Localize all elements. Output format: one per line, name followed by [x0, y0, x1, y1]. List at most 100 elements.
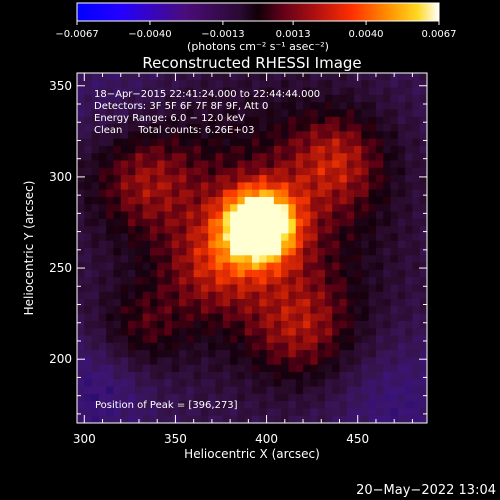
- heatmap-cell: [412, 233, 421, 242]
- heatmap-cell: [412, 73, 421, 81]
- heatmap-cell: [339, 218, 348, 227]
- heatmap-cell: [244, 364, 253, 373]
- heatmap-cell: [419, 218, 427, 227]
- heatmap-cell: [222, 218, 231, 227]
- heatmap-cell: [281, 182, 290, 191]
- heatmap-cell: [84, 226, 93, 235]
- heatmap-cell: [208, 196, 217, 205]
- heatmap-cell: [193, 386, 202, 395]
- heatmap-cell: [106, 357, 115, 366]
- heatmap-cell: [332, 313, 341, 322]
- heatmap-cell: [164, 350, 173, 358]
- heatmap-cell: [222, 269, 231, 278]
- heatmap-cell: [149, 94, 158, 103]
- heatmap-cell: [200, 306, 209, 315]
- heatmap-cell: [164, 87, 173, 96]
- heatmap-cell: [281, 269, 290, 278]
- heatmap-cell: [281, 328, 290, 337]
- heatmap-cell: [186, 196, 195, 205]
- heatmap-cell: [230, 401, 239, 410]
- heatmap-cell: [390, 357, 399, 366]
- heatmap-cell: [200, 218, 209, 227]
- heatmap-cell: [84, 350, 93, 358]
- heatmap-cell: [324, 109, 333, 118]
- heatmap-cell: [412, 386, 421, 395]
- heatmap-cell: [339, 379, 348, 388]
- heatmap-cell: [383, 306, 392, 315]
- heatmap-cell: [113, 291, 122, 300]
- heatmap-cell: [149, 393, 158, 402]
- heatmap-cell: [91, 80, 100, 89]
- heatmap-cell: [120, 80, 129, 89]
- heatmap-cell: [91, 364, 100, 373]
- heatmap-cell: [215, 87, 224, 96]
- heatmap-cell: [142, 357, 151, 366]
- heatmap-cell: [288, 218, 297, 227]
- heatmap-cell: [149, 211, 158, 220]
- heatmap-cell: [149, 262, 158, 271]
- heatmap-cell: [128, 153, 136, 162]
- heatmap-cell: [77, 269, 85, 278]
- heatmap-cell: [215, 277, 224, 286]
- heatmap-cell: [84, 160, 93, 169]
- heatmap-cell: [397, 248, 406, 256]
- heatmap-cell: [332, 364, 341, 373]
- heatmap-cell: [368, 401, 377, 410]
- heatmap-cell: [266, 371, 275, 380]
- heatmap-cell: [295, 284, 304, 293]
- heatmap-cell: [142, 87, 151, 96]
- heatmap-cell: [200, 415, 209, 423]
- heatmap-cell: [354, 248, 362, 256]
- heatmap-cell: [419, 415, 427, 423]
- heatmap-cell: [375, 160, 384, 169]
- heatmap-cell: [215, 116, 224, 125]
- heatmap-cell: [390, 262, 399, 271]
- heatmap-cell: [208, 138, 217, 147]
- heatmap-cell: [324, 269, 333, 278]
- heatmap-cell: [383, 277, 392, 286]
- heatmap-cell: [186, 371, 195, 380]
- heatmap-cell: [390, 153, 399, 162]
- heatmap-cell: [339, 306, 348, 315]
- heatmap-cell: [149, 167, 158, 176]
- heatmap-cell: [77, 335, 85, 344]
- heatmap-cell: [412, 350, 421, 358]
- heatmap-cell: [120, 401, 129, 410]
- heatmap-cell: [157, 364, 166, 373]
- heatmap-cell: [273, 196, 282, 205]
- heatmap-cell: [346, 248, 355, 256]
- heatmap-cell: [149, 255, 158, 264]
- heatmap-cell: [142, 109, 151, 118]
- heatmap-cell: [354, 393, 362, 402]
- heatmap-cell: [419, 350, 427, 358]
- heatmap-cell: [128, 401, 136, 410]
- heatmap-cell: [361, 299, 370, 307]
- heatmap-cell: [106, 262, 115, 271]
- heatmap-cell: [252, 401, 260, 410]
- heatmap-cell: [281, 393, 290, 402]
- heatmap-cell: [106, 124, 115, 132]
- heatmap-cell: [193, 124, 202, 132]
- heatmap-cell: [106, 175, 115, 183]
- heatmap-cell: [77, 211, 85, 220]
- heatmap-cell: [390, 255, 399, 264]
- heatmap-cell: [354, 138, 362, 147]
- x-axis-ticks: 300 350 400 450: [73, 73, 413, 446]
- heatmap-cell: [128, 109, 136, 118]
- heatmap-cell: [222, 328, 231, 337]
- heatmap-cell: [266, 262, 275, 271]
- heatmap-cell: [332, 87, 341, 96]
- heatmap-cell: [128, 218, 136, 227]
- heatmap-cell: [215, 401, 224, 410]
- heatmap-cell: [397, 182, 406, 191]
- heatmap-cell: [332, 357, 341, 366]
- heatmap-cell: [346, 379, 355, 388]
- heatmap-cell: [157, 233, 166, 242]
- heatmap-cell: [383, 401, 392, 410]
- heatmap-cell: [237, 342, 246, 351]
- heatmap-cell: [324, 218, 333, 227]
- heatmap-cell: [281, 87, 290, 96]
- heatmap-cell: [397, 291, 406, 300]
- heatmap-cell: [113, 87, 122, 96]
- heatmap-cell: [171, 116, 180, 125]
